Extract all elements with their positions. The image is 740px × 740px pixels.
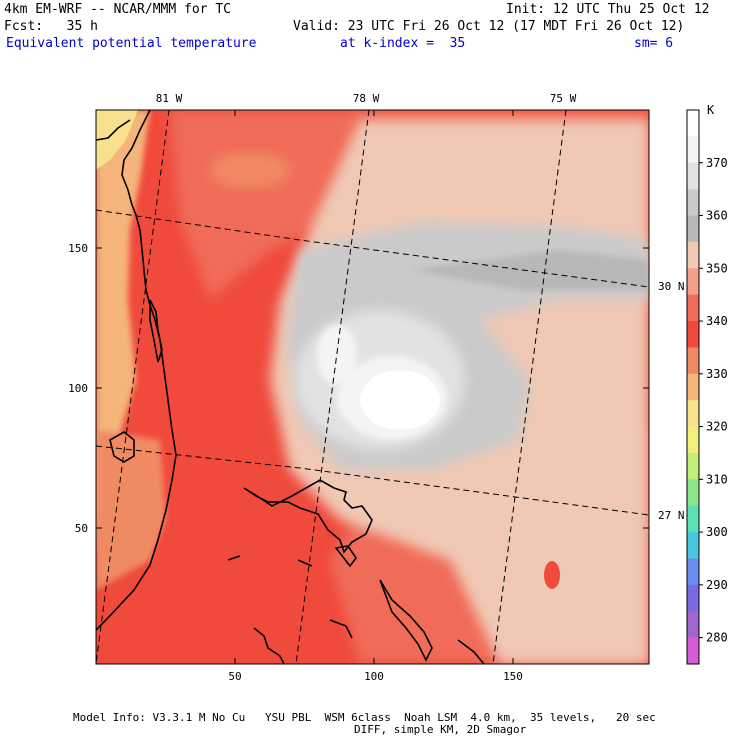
colorbar-label: 280 — [706, 631, 728, 645]
lon-label-78w: 78 W — [353, 92, 380, 105]
colorbar-label: 330 — [706, 367, 728, 381]
colorbar-cell — [687, 584, 699, 612]
theta-e-field — [96, 110, 649, 664]
colorbar-cell — [687, 532, 699, 559]
colorbar-label: 340 — [706, 314, 728, 328]
colorbar-label: 370 — [706, 156, 728, 170]
colorbar-cell — [687, 241, 699, 269]
colorbar-cell — [687, 215, 699, 243]
colorbar-frame — [686, 109, 700, 665]
colorbar-cell — [687, 110, 699, 137]
coastlines — [96, 110, 485, 664]
colorbar-cell — [687, 479, 699, 507]
colorbar-unit: K — [707, 103, 715, 117]
lat-label-30n: 30 N — [658, 280, 685, 293]
colorbar-label: 350 — [706, 261, 728, 275]
colorbar-label: 290 — [706, 578, 728, 592]
forecast-hour: Fcst: 35 h — [4, 19, 98, 34]
model-title: 4km EM-WRF -- NCAR/MMM for TC — [4, 2, 231, 17]
model-info-cont: DIFF, simple KM, 2D Smagor — [354, 723, 527, 736]
graticule — [96, 110, 649, 664]
level-info: at k-index = 35 — [340, 36, 466, 51]
x-tick-150: 150 — [503, 670, 523, 683]
smoothing-info: sm= 6 — [634, 36, 674, 51]
x-tick-100: 100 — [364, 670, 384, 683]
lon-label-81w: 81 W — [156, 92, 183, 105]
field-name: Equivalent potential temperature — [6, 36, 257, 51]
colorbar-cell — [687, 558, 699, 586]
colorbar-cell — [687, 268, 699, 296]
colorbar-label: 310 — [706, 472, 728, 486]
colorbar-cells — [686, 109, 700, 665]
colorbar-cell — [687, 321, 699, 348]
colorbar-cell — [687, 189, 699, 217]
colorbar-cell — [687, 347, 699, 375]
colorbar-cell — [687, 294, 699, 322]
grid-ticks — [96, 110, 649, 664]
colorbar-cell — [687, 452, 699, 480]
x-tick-50: 50 — [228, 670, 241, 683]
plot-frame — [95, 109, 650, 665]
lat-label-27n: 27 N — [658, 509, 685, 522]
colorbar-cell — [687, 611, 699, 639]
lon-label-75w: 75 W — [550, 92, 577, 105]
colorbar-cell — [687, 400, 699, 428]
colorbar-cell — [687, 162, 699, 190]
init-time: Init: 12 UTC Thu 25 Oct 12 — [506, 2, 710, 17]
colorbar-cell — [687, 136, 699, 164]
colorbar-label: 300 — [706, 525, 728, 539]
colorbar-label: 360 — [706, 209, 728, 223]
y-tick-100: 100 — [68, 382, 88, 395]
valid-time: Valid: 23 UTC Fri 26 Oct 12 (17 MDT Fri … — [293, 19, 685, 34]
colorbar-cell — [687, 373, 699, 401]
colorbar-label: 320 — [706, 420, 728, 434]
model-info: Model Info: V3.3.1 M No Cu YSU PBL WSM 6… — [73, 711, 656, 724]
colorbar-cell — [687, 637, 699, 665]
colorbar-cell — [687, 505, 699, 533]
y-tick-150: 150 — [68, 242, 88, 255]
colorbar-cell — [687, 426, 699, 454]
y-tick-50: 50 — [75, 522, 88, 535]
colorbar-labels: 280 290 300 310 320 330 340 350 360 370 — [699, 156, 728, 645]
